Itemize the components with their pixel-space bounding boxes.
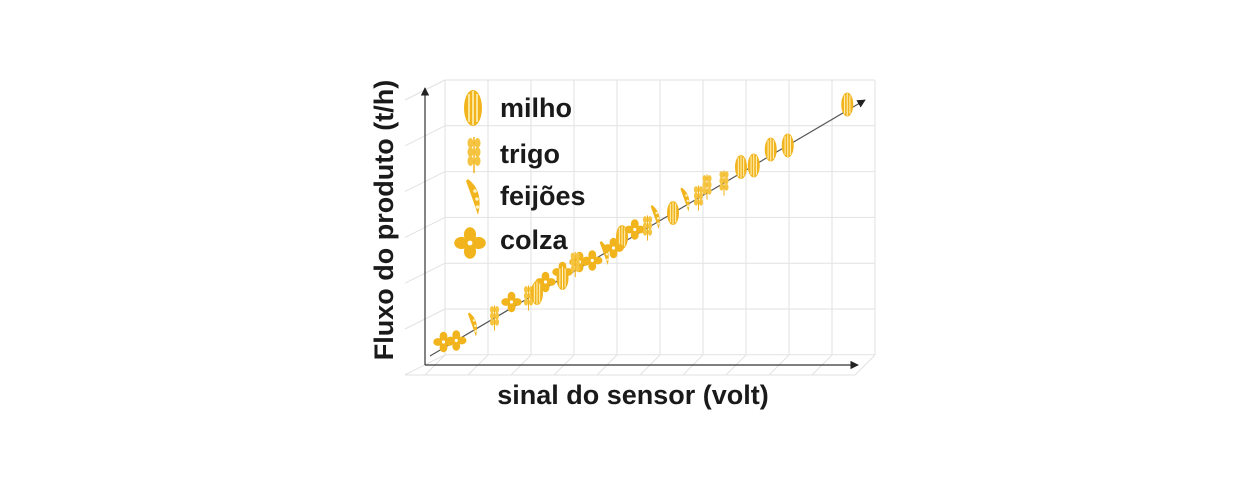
legend-label: trigo: [500, 139, 560, 169]
icon: [446, 330, 467, 351]
icon: [489, 304, 500, 332]
icon: [747, 152, 761, 179]
grid: [404, 79, 876, 376]
legend-label: colza: [500, 225, 569, 255]
icon: [718, 169, 730, 197]
legend: milho trigo feijões colza: [454, 89, 586, 259]
scatter-icons: [433, 91, 854, 353]
icon: [781, 132, 795, 159]
icon: [642, 214, 653, 242]
icon: [530, 280, 544, 306]
legend-icon: [466, 179, 480, 215]
icon: [840, 91, 854, 118]
legend-icon: [454, 227, 486, 259]
x-axis-label: sinal do sensor (volt): [497, 380, 769, 410]
y-axis-label: Fluxo do produto (t/h): [369, 80, 399, 360]
icon: [582, 250, 603, 271]
icon: [734, 154, 748, 180]
icon: [701, 173, 713, 201]
icon: [693, 184, 704, 212]
icon: [555, 265, 570, 291]
icon: [764, 136, 778, 163]
legend-icon: [466, 136, 482, 174]
legend-icon: [463, 89, 483, 127]
icon: [666, 200, 680, 226]
legend-label: feijões: [500, 181, 586, 211]
grid-line: [854, 354, 876, 376]
legend-label: milho: [500, 93, 572, 123]
